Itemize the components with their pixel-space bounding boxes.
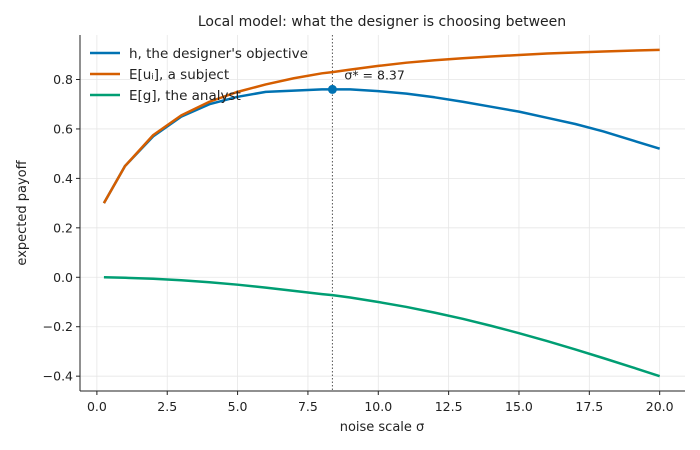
x-tick-label-5: 5.0 [228, 399, 248, 414]
x-tick-label-10: 10.0 [364, 399, 392, 414]
axes [79, 35, 685, 392]
y-ticks: −0.4 −0.2 0.0 0.2 0.4 0.6 0.8 [43, 72, 80, 384]
legend-label-subject: E[uᵢ], a subject [129, 67, 229, 83]
y-tick-label-0-4: 0.4 [53, 171, 73, 186]
y-tick-label-0-2: 0.2 [53, 220, 73, 235]
y-tick-label-0: 0.0 [53, 270, 73, 285]
x-tick-label-12-5: 12.5 [435, 399, 463, 414]
series-line-objective [102, 88, 661, 204]
y-tick-label-0-6: 0.6 [53, 121, 73, 136]
sigma-star-annotation: σ* = 8.37 [344, 68, 404, 83]
x-tick-label-7-5: 7.5 [298, 399, 318, 414]
chart-title: Local model: what the designer is choosi… [198, 14, 566, 30]
x-axis-label: noise scale σ [340, 420, 425, 435]
x-tick-label-0: 0.0 [87, 399, 107, 414]
series-layer [102, 35, 661, 391]
x-tick-label-2-5: 2.5 [157, 399, 177, 414]
legend-label-analyst: E[g], the analyst [129, 88, 241, 104]
x-ticks: 0.0 2.5 5.0 7.5 10.0 12.5 15.0 17.5 20.0 [87, 391, 674, 414]
series-line-analyst [103, 276, 661, 378]
y-tick-label-0-2: −0.2 [43, 319, 73, 334]
legend: h, the designer's objective E[uᵢ], a sub… [90, 46, 308, 104]
y-tick-label-0-4: −0.4 [43, 369, 73, 384]
series-line-subject [102, 48, 660, 204]
x-tick-label-15: 15.0 [505, 399, 533, 414]
grid [80, 35, 685, 391]
y-tick-label-0-8: 0.8 [53, 72, 73, 87]
x-tick-label-20: 20.0 [646, 399, 674, 414]
x-tick-label-17-5: 17.5 [575, 399, 603, 414]
legend-label-objective: h, the designer's objective [129, 46, 308, 62]
optimum-marker [327, 84, 337, 94]
y-axis-label: expected payoff [15, 159, 30, 265]
